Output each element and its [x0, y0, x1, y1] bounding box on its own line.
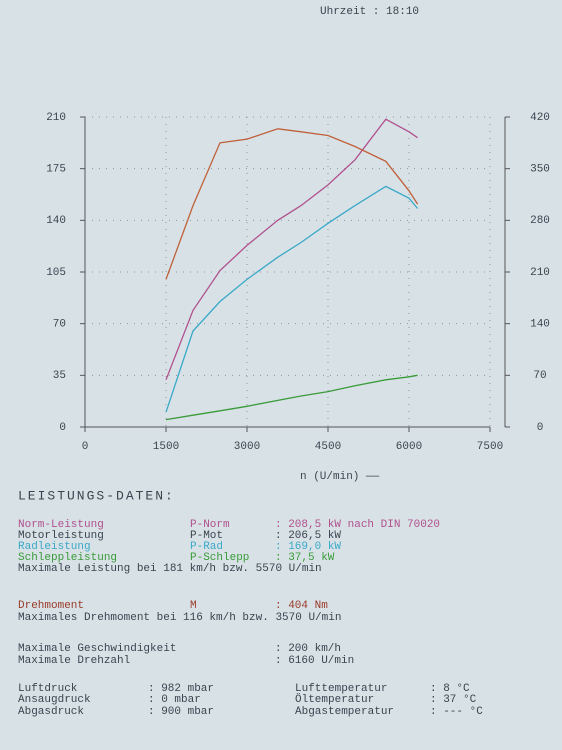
row-label: Motorleistung: [18, 530, 104, 542]
y2-tick-label: 70: [533, 370, 546, 382]
ambient: : 982 mbar: [148, 683, 214, 695]
ambient: Abgasdruck: [18, 706, 84, 718]
ambient: : 0 mbar: [148, 694, 201, 706]
row-label: Drehmoment: [18, 600, 84, 612]
ambient: Lufttemperatur: [295, 683, 387, 695]
rpm-label: Maximale Drehzahl: [18, 655, 130, 667]
speed-label: Maximale Geschwindigkeit: [18, 643, 176, 655]
row-value: : 37,5 kW: [275, 552, 335, 564]
row-symbol: P-Schlepp: [190, 552, 249, 564]
x-tick-label: 6000: [396, 441, 422, 453]
row-value: : 206,5 kW: [275, 530, 341, 542]
y-tick-label: 105: [46, 267, 66, 279]
y-tick-label: 140: [46, 215, 66, 227]
y-tick-label: 0: [59, 422, 66, 434]
y-tick-label: 210: [46, 112, 66, 124]
row-symbol: P-Norm: [190, 519, 230, 531]
y-tick-label: 35: [53, 370, 66, 382]
y2-tick-label: 350: [530, 164, 550, 176]
x-tick-label: 4500: [315, 441, 341, 453]
series-line: [165, 128, 419, 280]
x-tick-label: 1500: [153, 441, 179, 453]
row-label: Radleistung: [18, 541, 91, 553]
row-label: Norm-Leistung: [18, 519, 104, 531]
series-line: [165, 185, 419, 413]
x-tick-label: 0: [82, 441, 89, 453]
y2-tick-label: 0: [537, 422, 544, 434]
report: LEISTUNGS-DATEN: Norm-Leistung Motorleis…: [18, 488, 483, 717]
y2-tick-label: 280: [530, 215, 550, 227]
speed-value: : 200 km/h: [275, 643, 341, 655]
row-symbol: M: [190, 600, 197, 612]
row-symbol: P-Rad: [190, 541, 223, 553]
ambient: : 37 °C: [430, 694, 477, 706]
x-tick-label: 7500: [477, 441, 503, 453]
ambient: Öltemperatur: [295, 693, 374, 706]
y2-tick-label: 140: [530, 319, 550, 331]
row-value: : 208,5 kW nach DIN 70020: [275, 519, 440, 531]
header: Uhrzeit : 18:10: [320, 6, 419, 18]
report-heading: LEISTUNGS-DATEN:: [18, 488, 175, 503]
y2-tick-label: 420: [530, 112, 550, 124]
rpm-value: : 6160 U/min: [275, 655, 354, 667]
row-value: : 404 Nm: [275, 600, 328, 612]
row-value: : 169,0 kW: [275, 541, 341, 553]
ambient: Luftdruck: [18, 683, 78, 695]
y2-tick-label: 210: [530, 267, 550, 279]
series-line: [165, 374, 418, 421]
max-torque: Maximales Drehmoment bei 116 km/h bzw. 3…: [18, 612, 341, 624]
ambient: : 900 mbar: [148, 706, 214, 718]
x-axis-label: n (U/min) ——: [300, 471, 380, 483]
ambient: Ansaugdruck: [18, 694, 91, 706]
row-symbol: P-Mot: [190, 530, 223, 542]
ambient: : 8 °C: [430, 683, 470, 695]
max-power: Maximale Leistung bei 181 km/h bzw. 5570…: [18, 563, 322, 575]
y-tick-label: 70: [53, 319, 66, 331]
y-tick-label: 175: [46, 164, 66, 176]
series-line: [165, 118, 418, 381]
ambient: : --- °C: [430, 706, 483, 718]
ambient: Abgastemperatur: [295, 706, 394, 718]
x-tick-label: 3000: [234, 441, 260, 453]
row-label: Schleppleistung: [18, 552, 117, 564]
